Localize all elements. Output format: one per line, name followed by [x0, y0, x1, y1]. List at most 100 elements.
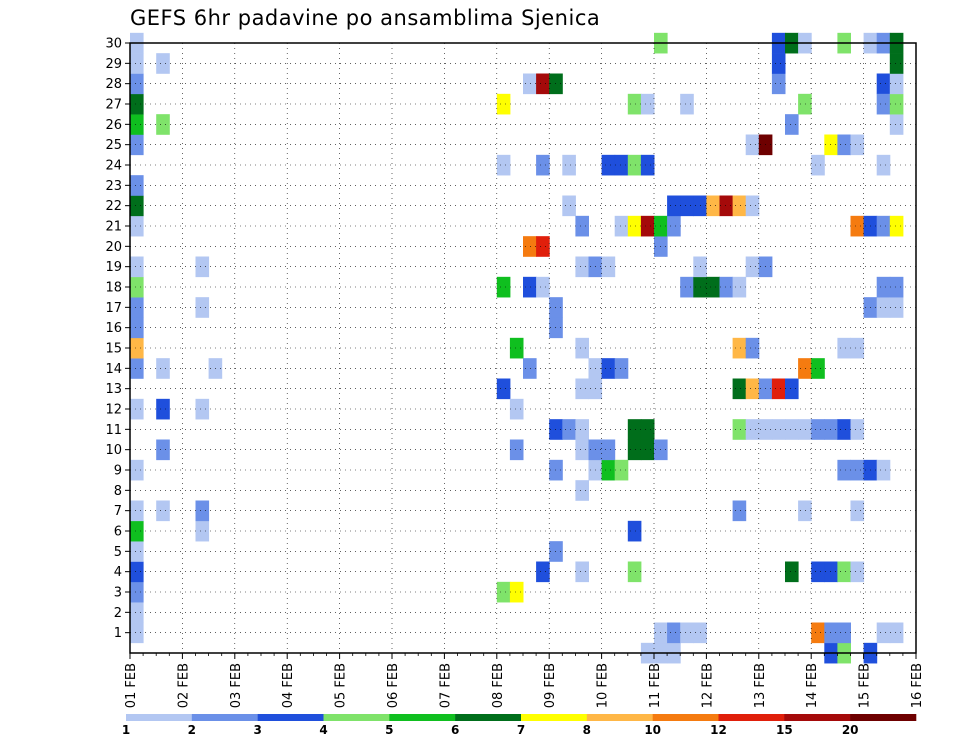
y-tick-label: 3	[114, 586, 122, 601]
heatmap-cell	[523, 73, 537, 95]
heatmap-cell	[496, 93, 511, 115]
heatmap-cell	[745, 378, 760, 400]
colorbar-swatch	[323, 714, 390, 721]
heatmap-cell	[562, 154, 576, 176]
heatmap-cell	[680, 276, 694, 298]
y-tick-label: 23	[105, 179, 122, 194]
y-tick-label: 17	[105, 301, 122, 316]
heatmap-cell	[601, 256, 616, 278]
heatmap-cell	[889, 622, 904, 644]
heatmap-cell	[719, 195, 734, 217]
heatmap-cell	[824, 622, 838, 644]
heatmap-cell	[195, 297, 210, 318]
heatmap-cell	[850, 215, 865, 237]
y-tick-label: 16	[105, 321, 122, 336]
heatmap-cell	[156, 500, 170, 522]
colorbar-swatch	[586, 714, 653, 721]
y-tick-label: 13	[105, 382, 122, 397]
heatmap-cell	[680, 93, 694, 115]
heatmap-cell	[732, 276, 747, 298]
x-tick-label: 07 FEB	[438, 663, 453, 708]
heatmap-cell	[575, 256, 589, 278]
colorbar-swatch	[389, 714, 456, 721]
heatmap-cell	[850, 561, 865, 583]
y-tick-label: 25	[105, 138, 122, 153]
heatmap-cell	[719, 276, 734, 298]
x-tick-label: 01 FEB	[124, 663, 139, 708]
heatmap-cell	[785, 561, 799, 583]
heatmap-cell	[627, 439, 642, 461]
y-tick-label: 22	[105, 199, 122, 214]
y-tick-label: 20	[105, 240, 122, 255]
heatmap-cells	[130, 32, 904, 664]
colorbar-swatch	[521, 714, 588, 721]
x-tick-label: 14 FEB	[805, 663, 820, 708]
heatmap-cell	[509, 337, 524, 359]
y-tick-label: 28	[105, 77, 122, 92]
heatmap-cell	[667, 622, 681, 644]
x-tick-label: 08 FEB	[491, 663, 506, 708]
x-tick-label: 09 FEB	[543, 663, 558, 708]
heatmap-cell	[876, 297, 891, 318]
heatmap-cell	[811, 622, 825, 644]
y-tick-label: 15	[105, 342, 122, 357]
heatmap-cell	[156, 398, 170, 420]
heatmap-cell	[837, 561, 851, 583]
heatmap-cell	[850, 337, 865, 359]
y-tick-label: 1	[114, 626, 122, 641]
x-tick-label: 16 FEB	[910, 663, 925, 708]
heatmap-cell	[575, 561, 589, 583]
heatmap-cell	[876, 154, 891, 176]
heatmap-cell	[732, 378, 747, 400]
heatmap-cell	[523, 276, 537, 298]
heatmap-cell	[771, 53, 786, 74]
heatmap-cell	[156, 114, 170, 135]
heatmap-cell	[811, 419, 825, 440]
heatmap-cell	[130, 276, 144, 298]
heatmap-cell	[850, 500, 865, 522]
heatmap-cell	[523, 358, 537, 379]
heatmap-cell	[575, 378, 589, 400]
colorbar-label: 12	[710, 723, 727, 737]
heatmap-cell	[575, 480, 589, 501]
heatmap-cell	[745, 337, 760, 359]
heatmap-cell	[509, 581, 524, 603]
heatmap-cell	[850, 419, 865, 440]
heatmap-cell	[667, 195, 681, 217]
heatmap-cell	[627, 561, 642, 583]
colorbar-swatch	[718, 714, 785, 721]
y-tick-label: 27	[105, 98, 122, 113]
heatmap-cell	[640, 93, 655, 115]
heatmap-cell	[876, 622, 891, 644]
heatmap-cell	[837, 134, 851, 156]
y-tick-label: 21	[105, 220, 122, 235]
heatmap-cell	[130, 581, 144, 603]
heatmap-cell	[130, 622, 144, 644]
x-tick-label: 02 FEB	[176, 663, 191, 708]
heatmap-cell	[785, 114, 799, 135]
heatmap-cell	[195, 500, 210, 522]
heatmap-cell	[837, 459, 851, 481]
y-tick-label: 8	[114, 484, 122, 499]
heatmap-cell	[614, 154, 629, 176]
y-tick-label: 6	[114, 525, 122, 540]
heatmap-cell	[889, 73, 904, 95]
heatmap-cell	[745, 134, 760, 156]
x-axis-ticks: 01 FEB 02 FEB 03 FEB 04 FEB 05 FEB 06 FEB 07 F…	[124, 653, 925, 708]
heatmap-cell	[889, 215, 904, 237]
heatmap-cell	[509, 398, 524, 420]
colorbar-label: 4	[319, 723, 327, 737]
colorbar-label: 10	[644, 723, 661, 737]
grid-lines	[130, 43, 916, 653]
heatmap-cell	[798, 500, 812, 522]
x-tick-label: 03 FEB	[229, 663, 244, 708]
heatmap-cell	[130, 561, 144, 583]
x-tick-label: 13 FEB	[753, 663, 768, 708]
colorbar-label: 15	[776, 723, 793, 737]
heatmap-cell	[130, 500, 144, 522]
colorbar-swatch	[784, 714, 851, 721]
heatmap-cell	[889, 276, 904, 298]
heatmap-cell	[785, 419, 799, 440]
colorbar-label: 2	[188, 723, 196, 737]
